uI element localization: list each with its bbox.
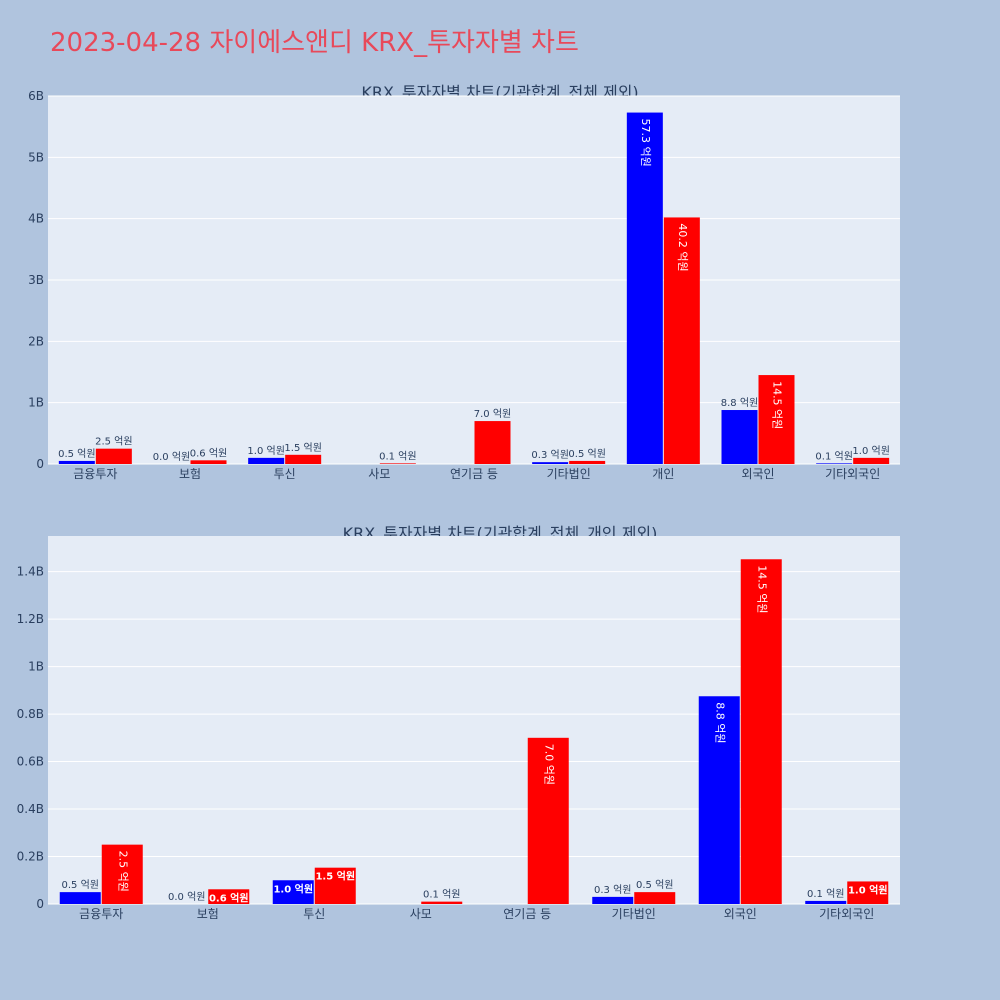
data-label: 0.5 억원 (636, 879, 673, 891)
x-tick-label: 기타외국인 (819, 907, 874, 921)
y-tick-label: 3B (28, 273, 44, 287)
x-tick-label: 투신 (274, 467, 296, 481)
data-label: 0.5 억원 (62, 879, 99, 891)
bar (379, 463, 416, 464)
bar (721, 410, 758, 464)
data-label: 1.0 억원 (852, 445, 889, 457)
x-tick-label: 외국인 (724, 907, 757, 921)
y-tick-label: 1.2B (17, 612, 44, 626)
bar (527, 737, 569, 904)
x-tick-label: 기타법인 (547, 467, 591, 481)
data-label: 8.8 억원 (721, 397, 758, 409)
data-label: 14.5 억원 (771, 381, 784, 429)
bar (58, 460, 95, 464)
x-tick-label: 기타법인 (612, 907, 656, 921)
bar (59, 892, 101, 904)
data-label: 0.0 억원 (153, 451, 190, 463)
y-tick-label: 0 (36, 457, 44, 471)
bar (248, 457, 285, 464)
data-label: 2.5 억원 (95, 436, 132, 448)
y-tick-label: 6B (28, 89, 44, 103)
data-label: 0.6 억원 (190, 447, 227, 459)
x-tick-label: 보험 (179, 467, 201, 481)
bar (626, 112, 663, 464)
data-label: 1.5 억원 (284, 442, 321, 454)
y-tick-label: 0.4B (17, 802, 44, 816)
x-tick-label: 외국인 (741, 467, 774, 481)
data-label: 0.5 억원 (568, 448, 605, 460)
y-tick-label: 1B (28, 396, 44, 410)
data-label: 1.0 억원 (247, 445, 284, 457)
bar (285, 454, 322, 464)
x-tick-label: 사모 (410, 907, 432, 921)
bar (101, 844, 143, 904)
data-label: 0.5 억원 (58, 448, 95, 460)
data-label: 1.0 억원 (848, 883, 888, 896)
data-label: 2.5 억원 (116, 851, 129, 892)
x-tick-label: 금융투자 (79, 907, 123, 921)
data-label: 0.3 억원 (531, 449, 568, 461)
bar (663, 217, 700, 464)
data-label: 0.1 억원 (379, 450, 416, 462)
y-tick-label: 0 (36, 897, 44, 911)
bar (816, 463, 853, 464)
bar (698, 696, 740, 904)
data-label: 0.3 억원 (594, 884, 631, 896)
bar (853, 457, 890, 464)
data-label: 0.1 억원 (815, 450, 852, 462)
x-tick-label: 투신 (303, 907, 325, 921)
y-tick-label: 0.2B (17, 850, 44, 864)
bar (532, 462, 569, 464)
bar (569, 460, 606, 464)
bar (474, 421, 511, 464)
bar (634, 892, 676, 904)
y-tick-label: 0.8B (17, 707, 44, 721)
data-label: 7.0 억원 (542, 744, 555, 785)
bar (95, 448, 132, 464)
x-tick-label: 기타외국인 (825, 467, 880, 481)
bar (592, 896, 634, 904)
data-label: 40.2 억원 (676, 223, 689, 271)
bar (190, 460, 227, 464)
bar (847, 881, 889, 904)
bar (272, 880, 314, 904)
data-label: 1.5 억원 (315, 870, 355, 883)
y-tick-label: 5B (28, 150, 44, 164)
bar (758, 375, 795, 464)
data-label: 0.0 억원 (168, 891, 205, 903)
x-tick-label: 연기금 등 (450, 467, 498, 481)
bar (421, 901, 463, 904)
page-title: 2023-04-28 자이에스앤디 KRX_투자자별 차트 (50, 28, 579, 58)
y-tick-label: 4B (28, 212, 44, 226)
y-tick-label: 0.6B (17, 755, 44, 769)
x-tick-label: 보험 (197, 907, 219, 921)
data-label: 0.1 억원 (807, 888, 844, 900)
y-tick-label: 2B (28, 334, 44, 348)
data-label: 0.6 억원 (209, 891, 249, 904)
bar (208, 889, 250, 904)
y-tick-label: 1.4B (17, 565, 44, 579)
bar (805, 900, 847, 904)
data-label: 1.0 억원 (273, 882, 313, 895)
x-tick-label: 금융투자 (73, 467, 117, 481)
data-label: 8.8 억원 (713, 702, 726, 743)
bar (314, 867, 356, 904)
data-label: 0.1 억원 (423, 889, 460, 901)
data-label: 7.0 억원 (474, 408, 511, 420)
x-tick-label: 개인 (652, 467, 674, 481)
x-tick-label: 연기금 등 (503, 907, 551, 921)
bar (740, 559, 782, 904)
chart-2: 0 0.2B 0.4B 0.6B 0.8B 1B 1.2B 1.4B 금융투자 0.5 억원 2.5… (17, 536, 900, 921)
data-label: 57.3 억원 (639, 119, 652, 167)
x-tick-label: 사모 (368, 467, 390, 481)
y-tick-label: 1B (28, 660, 44, 674)
data-label: 14.5 억원 (755, 565, 768, 613)
